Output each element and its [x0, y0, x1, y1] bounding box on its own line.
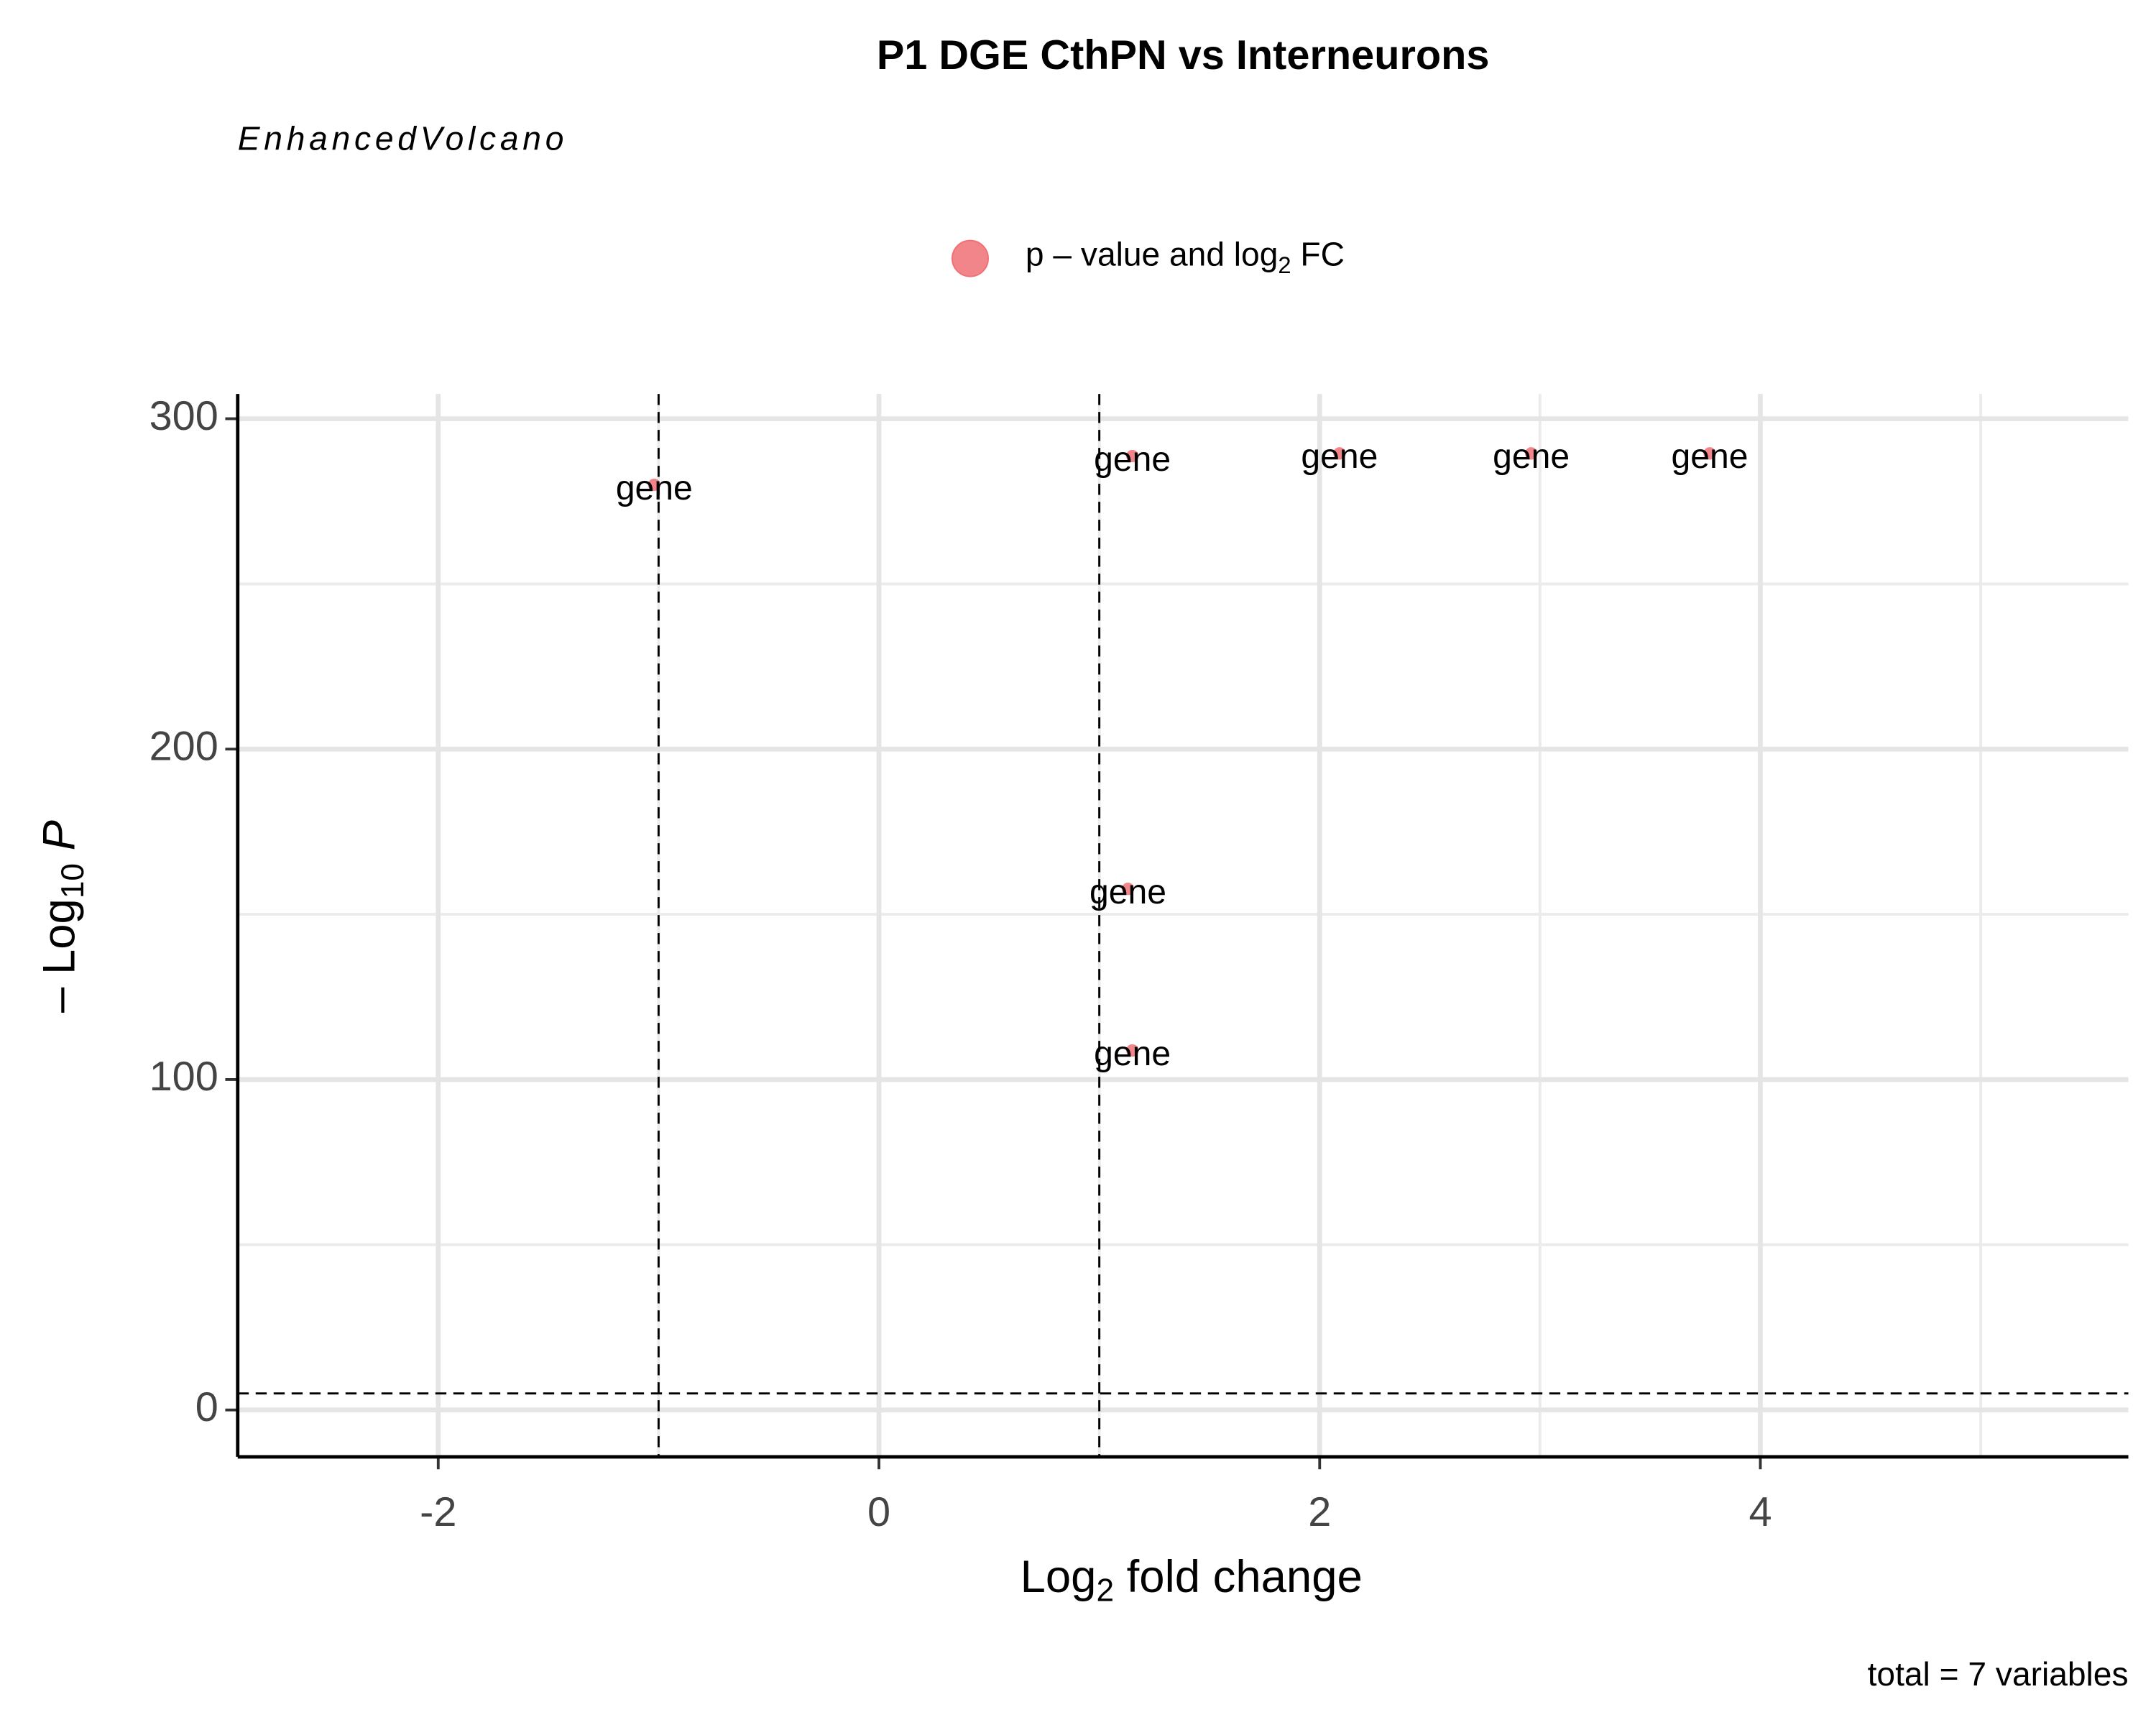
caption: total = 7 variables [1868, 1655, 2129, 1693]
point [1121, 883, 1135, 896]
y-label-text: – Log [34, 898, 84, 1013]
point-label: gene [1301, 437, 1378, 476]
point [1703, 447, 1716, 460]
legend-label: p – value and log2 FC [1026, 236, 1345, 278]
x-label-sub: 2 [1096, 1573, 1114, 1608]
point-label: gene [1094, 440, 1171, 479]
x-tick-label: 2 [1308, 1489, 1331, 1535]
point-label: gene [1672, 437, 1749, 476]
point-label: gene [1089, 873, 1166, 911]
y-axis-label: – Log10 P [34, 820, 90, 1013]
y-tick-label: 200 [149, 723, 218, 769]
y-tick-label: 100 [149, 1054, 218, 1100]
legend-text: FC [1291, 236, 1345, 273]
legend-sub: 2 [1278, 252, 1291, 278]
legend-text: p – value and log [1026, 236, 1278, 273]
point [648, 478, 660, 492]
point [1125, 1044, 1139, 1057]
point-label: gene [616, 469, 693, 507]
y-tick-label: 0 [195, 1384, 218, 1430]
point [1524, 447, 1538, 460]
x-axis-label: Log2 fold change [1021, 1552, 1363, 1608]
point [1125, 449, 1139, 463]
legend-key [952, 239, 989, 277]
chart-subtitle: EnhancedVolcano [238, 119, 568, 157]
point [1333, 447, 1346, 460]
x-label-text: fold change [1114, 1552, 1363, 1602]
y-label-text: P [34, 820, 84, 863]
x-label-text: Log [1021, 1552, 1097, 1602]
point-label: gene [1493, 437, 1570, 476]
point-label: gene [1094, 1034, 1171, 1073]
chart-title: P1 DGE CthPN vs Interneurons [877, 32, 1490, 78]
y-label-sub: 10 [55, 863, 91, 898]
x-tick-label: 4 [1749, 1489, 1772, 1535]
x-tick-label: 0 [867, 1489, 890, 1535]
x-tick-label: -2 [420, 1489, 456, 1535]
y-tick-label: 300 [149, 393, 218, 439]
